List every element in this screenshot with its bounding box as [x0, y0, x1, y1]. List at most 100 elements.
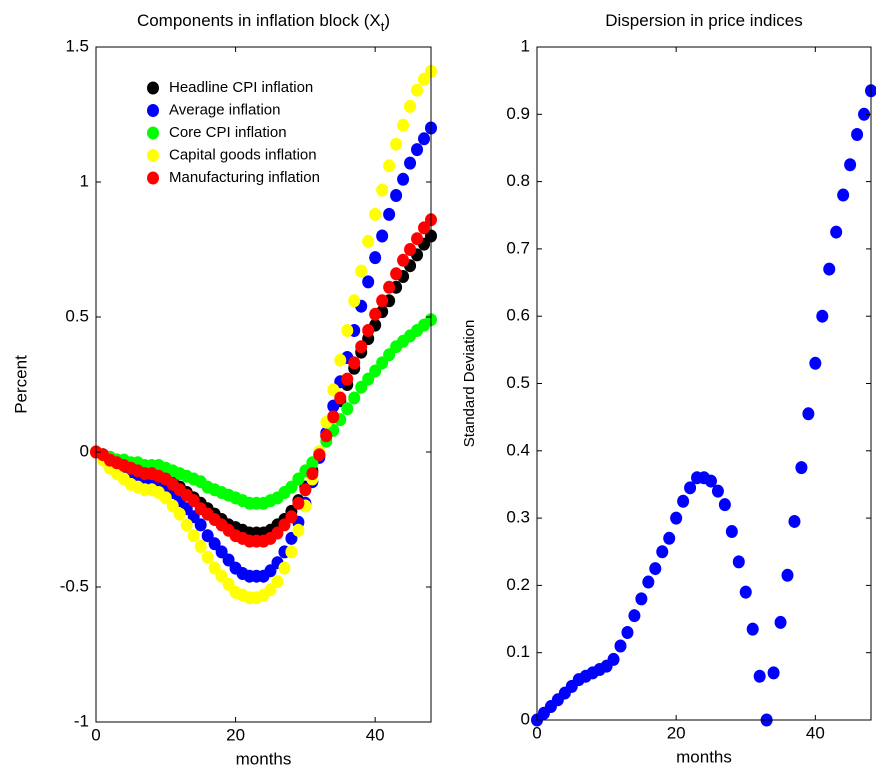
point [704, 474, 717, 488]
point [851, 127, 864, 141]
y-tick-label: 1 [80, 171, 89, 190]
y-tick-label: 0.1 [506, 642, 530, 661]
axes-box [536, 46, 872, 721]
point [348, 294, 361, 308]
x-tick-label: 20 [667, 723, 686, 742]
y-tick-label: 0.2 [506, 575, 530, 594]
title-text: Dispersion in price indices [605, 11, 802, 30]
point [362, 234, 375, 248]
point [739, 585, 752, 599]
legend-marker [147, 126, 159, 140]
legend-label: Average inflation [169, 101, 280, 118]
point [292, 496, 305, 510]
point [383, 207, 396, 221]
chart-title: Components in inflation block (Xt) [137, 11, 390, 34]
legend-label: Headline CPI inflation [169, 79, 313, 96]
point [753, 669, 766, 683]
point [411, 83, 424, 97]
point [711, 484, 724, 498]
legend-label: Core CPI inflation [169, 124, 287, 141]
point [858, 107, 871, 121]
point [642, 575, 655, 589]
point [278, 561, 291, 575]
y-tick-label: 1.5 [65, 36, 89, 55]
point [306, 467, 319, 481]
point [383, 280, 396, 294]
point [390, 267, 403, 281]
point [670, 511, 683, 525]
point [376, 294, 389, 308]
point [355, 264, 368, 278]
point [404, 99, 417, 113]
y-tick-label: 0.7 [506, 238, 530, 257]
legend-marker [147, 81, 159, 95]
point [271, 575, 284, 589]
point [411, 232, 424, 246]
point [194, 518, 207, 532]
x-tick-label: 20 [226, 725, 245, 744]
point [830, 225, 843, 239]
y-tick-label: 0 [80, 441, 89, 460]
point [376, 183, 389, 197]
point [285, 510, 298, 524]
point [725, 525, 738, 539]
x-tick-label: 0 [532, 723, 541, 742]
point [341, 402, 354, 416]
point [677, 494, 690, 508]
point [313, 448, 326, 462]
y-axis-label: Standard Deviation [461, 320, 478, 448]
point [369, 307, 382, 321]
point [348, 391, 361, 405]
y-tick-label: 0.3 [506, 508, 530, 527]
y-axis-label: Percent [11, 355, 30, 414]
point [173, 507, 186, 521]
point [684, 481, 697, 495]
point [774, 615, 787, 629]
point [802, 407, 815, 421]
point [292, 523, 305, 537]
point [390, 189, 403, 202]
x-tick-label: 0 [91, 725, 100, 744]
y-tick-label: 0.9 [506, 104, 530, 123]
point [837, 188, 850, 202]
point [628, 609, 641, 623]
point [614, 639, 627, 653]
x-axis-label: months [676, 747, 732, 766]
y-tick-label: 0.4 [506, 440, 530, 459]
point [390, 137, 403, 151]
point [187, 529, 200, 543]
point [320, 429, 333, 443]
point [285, 545, 298, 559]
point [656, 545, 669, 559]
point [781, 568, 794, 582]
legend-marker [147, 149, 159, 162]
point [404, 243, 417, 256]
point [334, 391, 347, 405]
point [746, 622, 759, 636]
title-text: Components in inflation block (X [137, 11, 381, 30]
point [201, 550, 214, 564]
point [383, 159, 396, 173]
point [180, 518, 193, 532]
y-tick-label: -0.5 [60, 576, 89, 595]
x-tick-label: 40 [366, 725, 385, 744]
point [194, 540, 207, 553]
y-tick-label: -1 [74, 711, 89, 730]
point [397, 118, 410, 132]
legend-label: Manufacturing inflation [169, 169, 320, 186]
point [334, 353, 347, 367]
y-tick-label: 0.5 [65, 306, 89, 325]
y-tick-label: 0 [521, 709, 530, 728]
point [397, 253, 410, 267]
point [649, 562, 662, 576]
point [809, 356, 822, 370]
point [411, 143, 424, 157]
title-subscript: t [381, 19, 385, 34]
point [397, 172, 410, 186]
point [844, 158, 857, 172]
point [732, 555, 745, 569]
point [341, 372, 354, 386]
point [362, 324, 375, 337]
y-tick-label: 0.6 [506, 306, 530, 325]
